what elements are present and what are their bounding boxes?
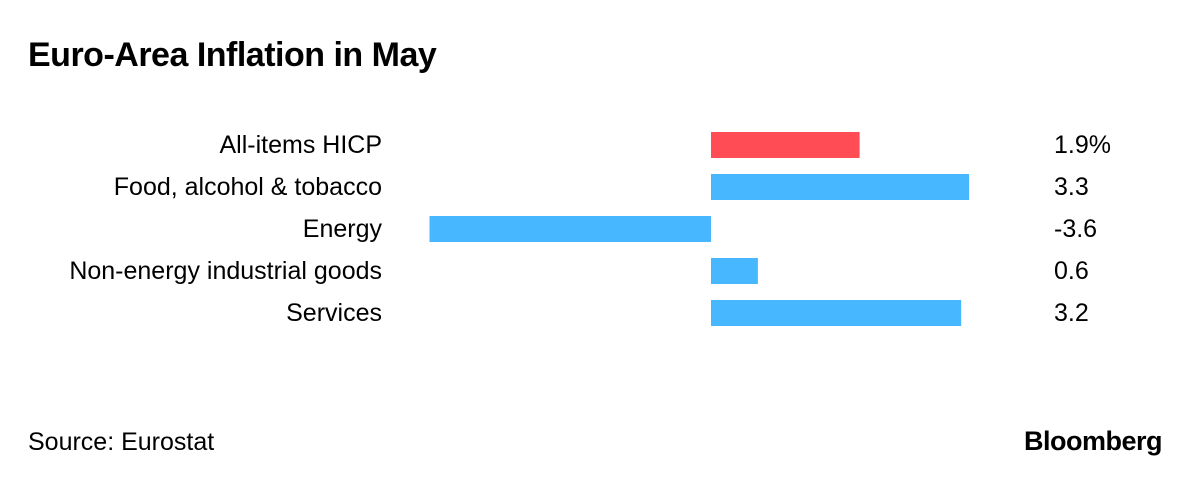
value-label-all-items-hicp: 1.9% bbox=[1054, 131, 1111, 159]
source-note: Source: Eurostat bbox=[28, 428, 215, 456]
category-label-services: Services bbox=[286, 299, 382, 327]
value-label-food-alcohol-tobacco: 3.3 bbox=[1054, 173, 1089, 201]
bar-services bbox=[711, 300, 962, 326]
value-label-energy: -3.6 bbox=[1054, 215, 1097, 243]
bar-energy bbox=[429, 216, 711, 242]
bar-non-energy-industrial-goods bbox=[711, 258, 758, 284]
brand-logo: Bloomberg bbox=[1023, 426, 1163, 456]
category-label-all-items-hicp: All-items HICP bbox=[219, 131, 382, 159]
value-label-services: 3.2 bbox=[1054, 299, 1089, 327]
chart-title: Euro-Area Inflation in May bbox=[28, 36, 437, 74]
value-label-non-energy-industrial-goods: 0.6 bbox=[1054, 257, 1089, 285]
bar-all-items-hicp bbox=[711, 132, 860, 158]
category-label-non-energy-industrial-goods: Non-energy industrial goods bbox=[69, 257, 382, 285]
category-label-food-alcohol-tobacco: Food, alcohol & tobacco bbox=[114, 173, 382, 201]
bar-food-alcohol-tobacco bbox=[711, 174, 970, 200]
category-label-energy: Energy bbox=[303, 215, 383, 243]
